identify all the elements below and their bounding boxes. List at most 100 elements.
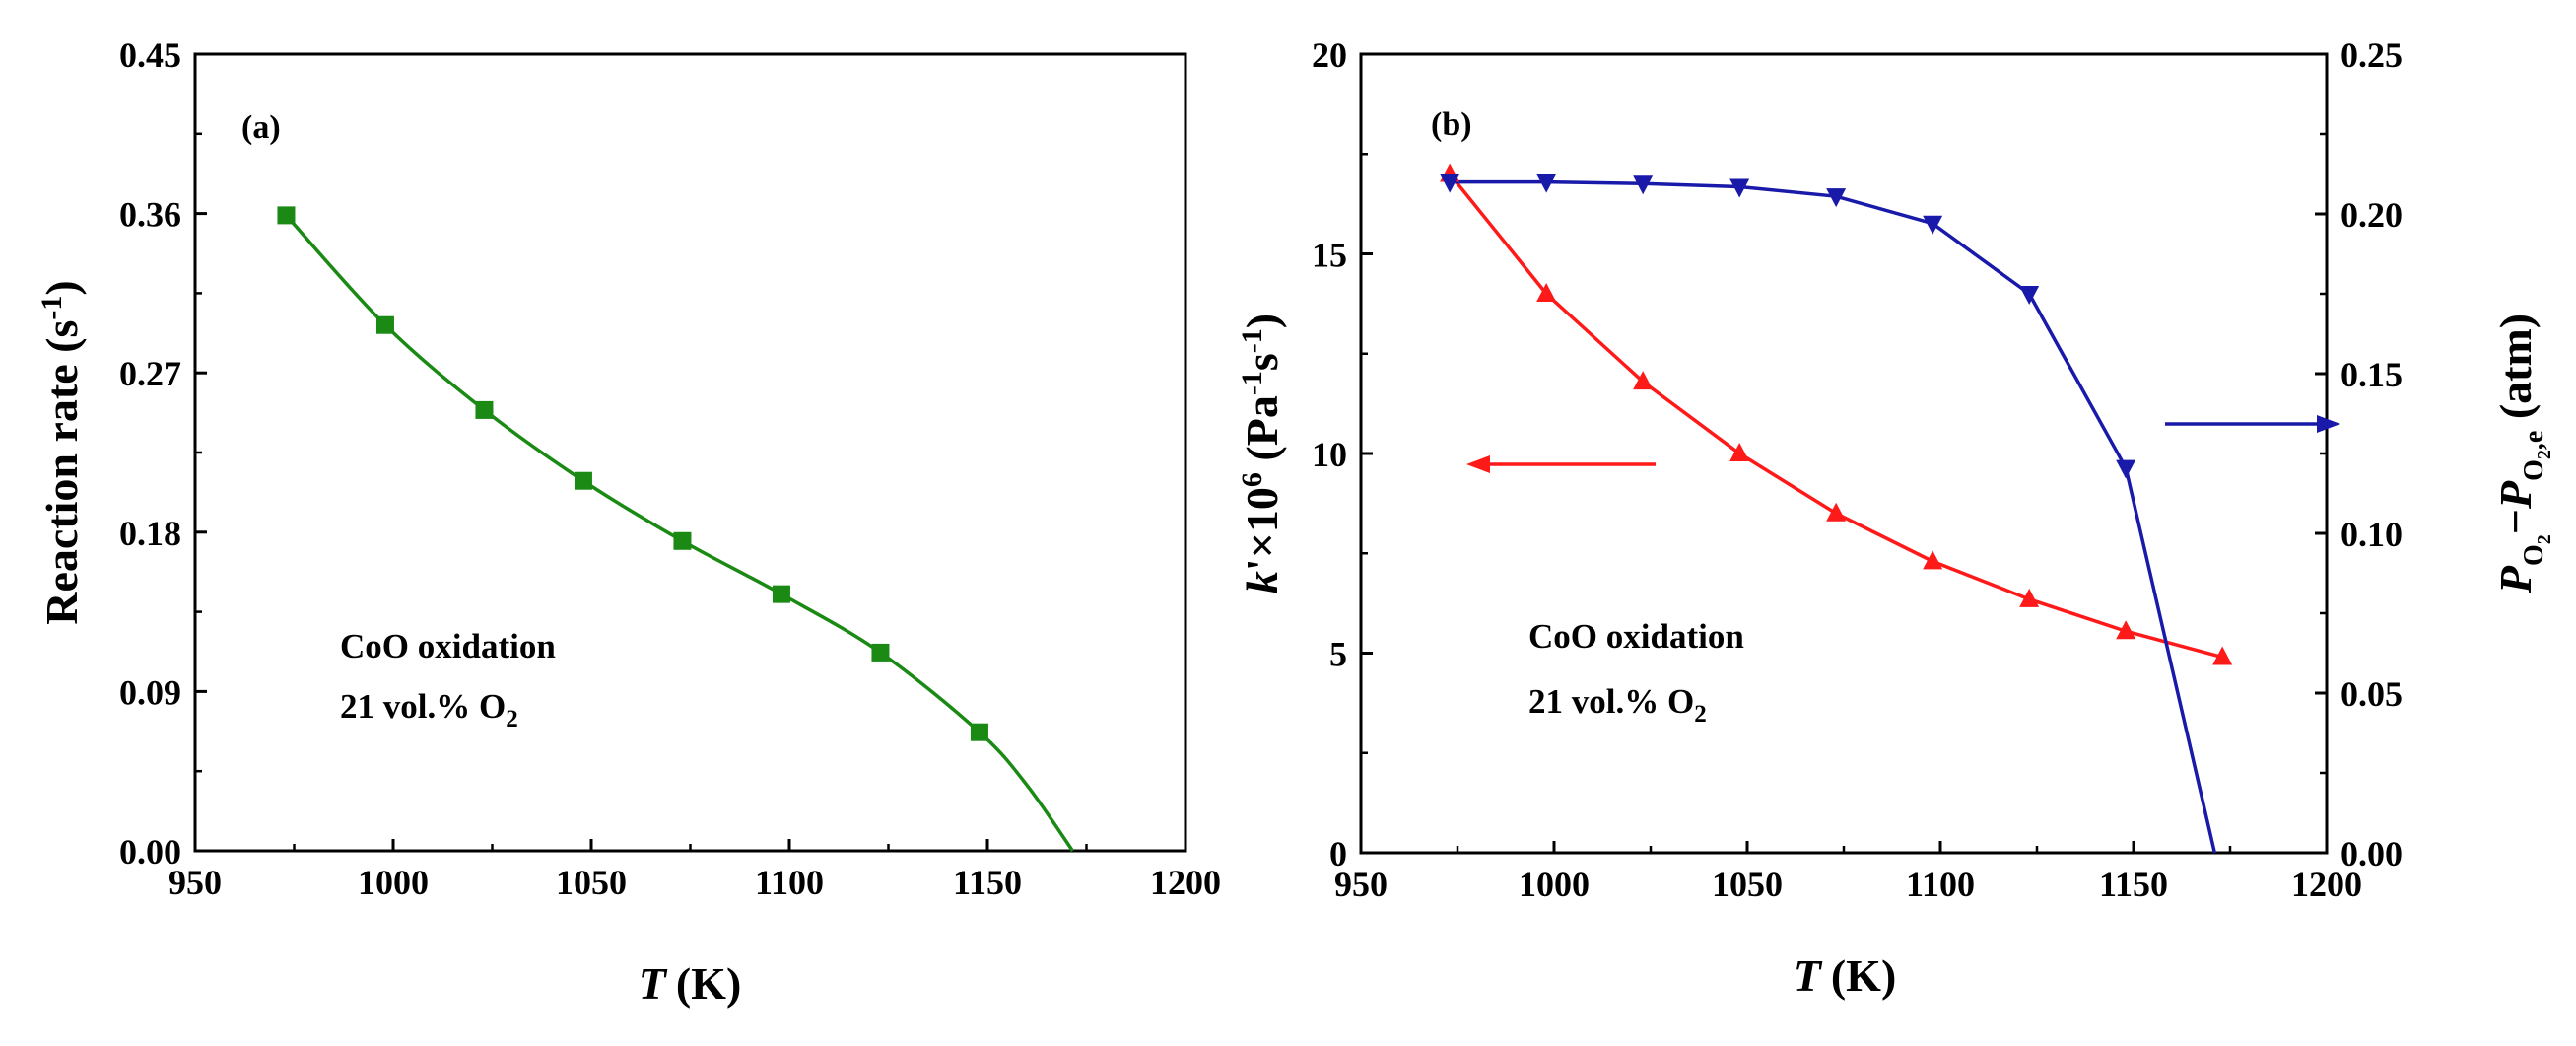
y-axis-main-a: Reaction rate (s <box>36 320 87 625</box>
b-left-ytick-label: 5 <box>1329 635 1347 674</box>
data-point-a <box>574 471 592 490</box>
b-xtick-label: 1200 <box>2291 865 2362 904</box>
b-xtick-label: 1000 <box>1519 865 1590 904</box>
series-line-k <box>1448 173 2223 660</box>
annotation-line1-a: CoO oxidation <box>340 627 556 665</box>
data-point-pressure <box>1440 174 1460 193</box>
y-left-exp: 6 <box>1236 472 1268 487</box>
data-point-pressure <box>1536 174 1557 193</box>
x-axis-unit-b: (K) <box>1831 950 1896 1001</box>
a-xtick-label: 1200 <box>1150 863 1221 902</box>
data-point-pressure <box>1633 175 1654 195</box>
y-right-p2: P <box>2490 480 2541 510</box>
b-right-ytick-label: 0.05 <box>2340 674 2403 714</box>
y-left-close: ) <box>1237 314 1287 328</box>
x-axis-symbol-a: T <box>639 958 668 1009</box>
y-right-sub3: O <box>2519 459 2549 481</box>
x-ticks-a: 950 1000 1050 1100 1150 1200 <box>169 839 1221 902</box>
data-point-a <box>277 206 296 225</box>
data-point-k <box>2019 588 2040 607</box>
y-axis-label-a: Reaction rate (s-1) <box>35 280 87 624</box>
a-ytick-label: 0.18 <box>119 514 181 553</box>
annotation-line2-a: 21 vol.% O2 <box>340 687 518 732</box>
annotation-sub-a: 2 <box>506 706 518 732</box>
data-point-k <box>2212 646 2233 665</box>
x-axis-unit-a: (K) <box>676 958 741 1009</box>
b-right-ytick-label: 0.10 <box>2340 515 2403 554</box>
b-left-ytick-label: 0 <box>1329 834 1347 873</box>
data-point-a <box>970 723 988 741</box>
a-xtick-label: 1150 <box>953 863 1022 902</box>
y-left-unit: (Pa <box>1237 395 1287 472</box>
b-right-ytick-label: 0.15 <box>2340 355 2403 394</box>
a-xtick-label: 1050 <box>556 863 627 902</box>
y-left-exp2: -1 <box>1236 371 1268 395</box>
b-left-ytick-label: 20 <box>1312 35 1347 75</box>
annotation-line1-b: CoO oxidation <box>1528 617 1744 656</box>
y-left-s: s <box>1237 353 1287 371</box>
annotation-sub-b: 2 <box>1694 701 1707 728</box>
b-xtick-label: 950 <box>1334 865 1388 904</box>
data-point-a <box>475 400 494 419</box>
a-xtick-label: 1000 <box>358 863 429 902</box>
y-axis-close-a: ) <box>36 280 87 295</box>
b-xtick-label: 1150 <box>2099 865 2168 904</box>
b-xtick-label: 1050 <box>1712 865 1783 904</box>
plot-frame-a <box>193 52 1187 853</box>
annotation-line2-b: 21 vol.% O2 <box>1528 682 1707 728</box>
y-right-sub: O <box>2519 544 2549 566</box>
b-right-ytick-label: 0.00 <box>2340 834 2403 873</box>
a-ytick-label: 0.36 <box>119 195 181 235</box>
data-point-k <box>1923 550 1943 570</box>
data-point-k <box>1729 443 1750 461</box>
plot-frame-b <box>1359 52 2329 855</box>
annotation-line2-b-text: 21 vol.% O <box>1528 682 1694 721</box>
b-right-ytick-label: 0.25 <box>2340 35 2403 75</box>
data-point-pressure <box>1729 178 1750 198</box>
data-point-pressure <box>1923 215 1943 235</box>
markers-k <box>1440 163 2233 665</box>
data-point-a <box>375 315 394 334</box>
a-ytick-label: 0.27 <box>119 354 181 393</box>
data-point-pressure <box>2019 286 2040 305</box>
data-point-k <box>1633 371 1654 390</box>
arrow-right-blue <box>2165 415 2340 433</box>
arrow-left-red <box>1466 455 1656 473</box>
y-right-minus: − <box>2490 509 2541 534</box>
y-right-ticks-b: 0.00 0.05 0.10 0.15 0.20 0.25 <box>2315 35 2403 873</box>
data-point-a <box>871 643 890 662</box>
b-xtick-label: 1100 <box>1906 865 1975 904</box>
a-ytick-label: 0.45 <box>119 35 181 75</box>
markers-pressure <box>1440 174 2136 479</box>
markers-a <box>277 206 988 741</box>
a-xtick-label: 1100 <box>755 863 824 902</box>
panel-label-b: (b) <box>1431 106 1472 143</box>
y-right-sub2: 2 <box>2534 534 2555 544</box>
b-left-ytick-label: 15 <box>1312 236 1347 275</box>
y-left-axis-label-b: k'×106 (Pa-1s-1) <box>1236 314 1287 593</box>
y-right-p: P <box>2490 565 2541 594</box>
y-left-k: k <box>1237 571 1287 593</box>
a-ytick-label: 0.00 <box>119 832 181 872</box>
a-ytick-label: 0.09 <box>119 672 181 712</box>
data-point-a <box>673 531 692 550</box>
y-axis-sup-a: -1 <box>35 296 68 320</box>
data-point-k <box>2116 620 2136 640</box>
data-point-k <box>1536 283 1557 302</box>
y-right-unit: (atm) <box>2490 314 2541 431</box>
x-axis-label-b: T (K) <box>1794 950 1897 1001</box>
y-right-sub4: 2 <box>2534 450 2555 459</box>
a-xtick-label: 950 <box>169 863 222 902</box>
data-point-pressure <box>1826 188 1847 208</box>
x-axis-label-a: T (K) <box>639 958 742 1009</box>
y-left-ticks-b: 0 5 10 15 20 <box>1312 35 1373 873</box>
x-axis-symbol-b: T <box>1794 950 1823 1001</box>
panel-b: 950 1000 1050 1100 1150 1200 0 5 10 15 20 0.00 0.0… <box>1236 35 2555 1001</box>
data-point-pressure <box>2116 459 2136 479</box>
y-right-sub5: ,e <box>2519 431 2549 450</box>
y-right-axis-label-b: PO2−PO2,e (atm) <box>2490 314 2555 594</box>
b-left-ytick-label: 10 <box>1312 435 1347 474</box>
panel-label-a: (a) <box>241 109 281 146</box>
x-ticks-b: 950 1000 1050 1100 1150 1200 <box>1334 841 2362 904</box>
